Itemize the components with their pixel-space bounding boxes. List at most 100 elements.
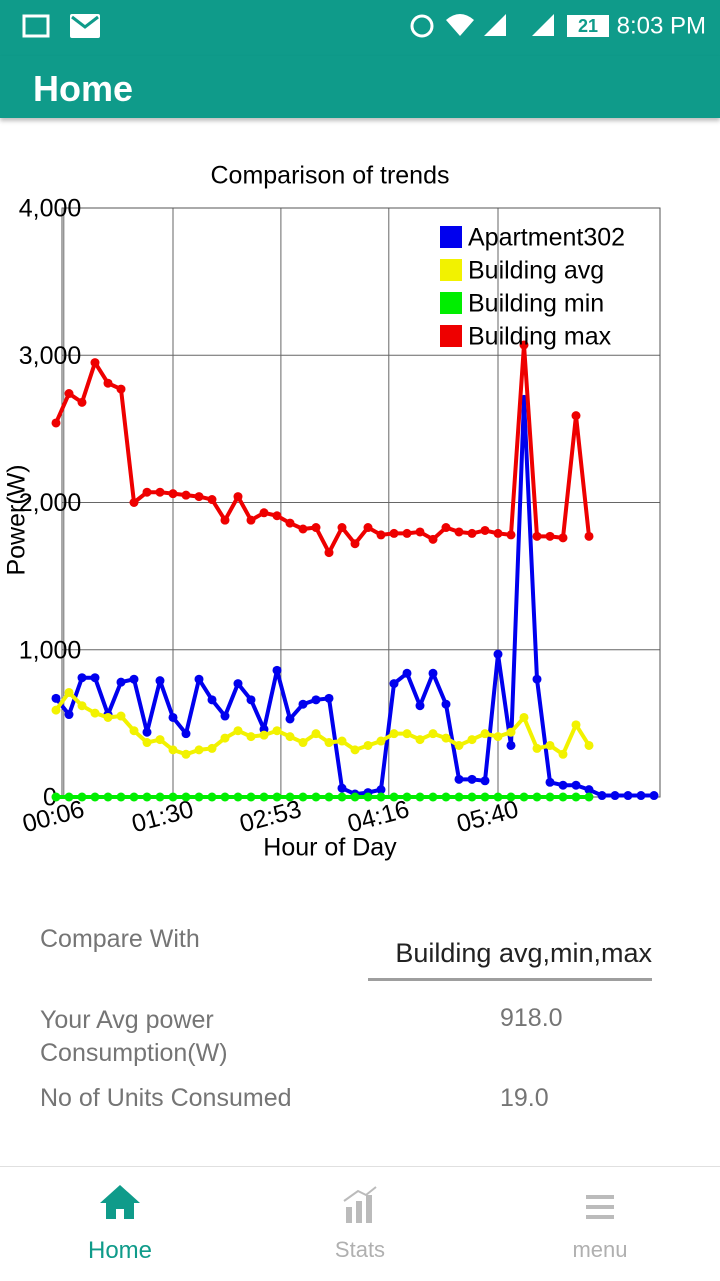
y-axis-label: Power(W) xyxy=(3,464,31,575)
chart-title: Comparison of trends xyxy=(210,162,449,190)
nav-menu[interactable]: menu xyxy=(480,1167,720,1281)
series-line xyxy=(54,342,591,555)
data-point xyxy=(584,740,594,750)
data-point xyxy=(311,695,321,705)
data-point xyxy=(285,714,295,724)
data-point xyxy=(402,792,412,802)
data-point xyxy=(259,508,269,518)
app-title: Home xyxy=(33,68,134,109)
data-point xyxy=(376,736,386,746)
data-point xyxy=(259,792,269,802)
data-point xyxy=(454,740,464,750)
legend-label: Building avg xyxy=(468,257,604,285)
data-point xyxy=(506,792,516,802)
data-point xyxy=(207,495,217,505)
data-point xyxy=(558,749,568,759)
data-point xyxy=(376,530,386,540)
data-point xyxy=(584,531,594,541)
data-point xyxy=(233,726,243,736)
data-point xyxy=(181,490,191,500)
data-point xyxy=(311,729,321,739)
alarm-icon xyxy=(410,14,434,38)
data-point xyxy=(571,720,581,730)
data-point xyxy=(389,792,399,802)
data-point xyxy=(402,668,412,678)
data-point xyxy=(311,523,321,533)
menu-icon xyxy=(586,1195,614,1219)
home-icon xyxy=(100,1185,140,1219)
nav-home[interactable]: Home xyxy=(0,1167,240,1281)
data-point xyxy=(77,792,87,802)
data-point xyxy=(116,677,126,687)
data-point xyxy=(220,711,230,721)
mail-flap xyxy=(71,15,99,29)
x-tick-label: 02:53 xyxy=(237,795,305,838)
data-point xyxy=(116,792,126,802)
y-tick-label: 3,000 xyxy=(19,342,82,370)
data-point xyxy=(285,518,295,528)
compare-dropdown[interactable]: Building avg,min,max xyxy=(368,938,652,981)
units-label: No of Units Consumed xyxy=(40,1084,292,1112)
data-point xyxy=(558,780,568,790)
data-point xyxy=(428,668,438,678)
data-point xyxy=(194,674,204,684)
data-point xyxy=(480,776,490,786)
data-point xyxy=(51,418,61,428)
data-point xyxy=(90,792,100,802)
data-point xyxy=(532,531,542,541)
data-point xyxy=(480,729,490,739)
data-point xyxy=(454,527,464,537)
data-point xyxy=(272,792,282,802)
nav-home-label: Home xyxy=(87,1237,153,1264)
data-point xyxy=(441,523,451,533)
wifi-icon xyxy=(446,14,474,36)
data-point xyxy=(168,745,178,755)
signal-icon-2 xyxy=(532,14,554,36)
data-point xyxy=(467,792,477,802)
data-point xyxy=(324,792,334,802)
legend-swatch xyxy=(440,259,462,281)
avg-label: Your Avg power Consumption(W) xyxy=(40,1006,228,1067)
data-point xyxy=(324,548,334,558)
data-point xyxy=(142,792,152,802)
data-point xyxy=(467,528,477,538)
data-point xyxy=(532,674,542,684)
signal-icon xyxy=(484,14,506,36)
data-point xyxy=(194,745,204,755)
status-icons: 21 8:03 PM xyxy=(22,12,706,39)
data-point xyxy=(194,492,204,502)
data-point xyxy=(51,792,61,802)
data-point xyxy=(90,673,100,683)
data-point xyxy=(129,792,139,802)
data-point xyxy=(272,726,282,736)
avg-value: 918.0 xyxy=(500,1004,563,1032)
data-point xyxy=(233,679,243,689)
data-point xyxy=(454,792,464,802)
data-point xyxy=(506,530,516,540)
data-point xyxy=(103,378,113,388)
data-point xyxy=(246,695,256,705)
data-point xyxy=(545,777,555,787)
data-point xyxy=(77,673,87,683)
data-point xyxy=(337,792,347,802)
nav-stats-label: Stats xyxy=(334,1237,386,1262)
nav-stats[interactable]: Stats xyxy=(240,1167,480,1281)
data-point xyxy=(402,729,412,739)
data-point xyxy=(545,531,555,541)
data-point xyxy=(181,729,191,739)
data-point xyxy=(389,729,399,739)
y-tick-label: 0 xyxy=(43,784,57,812)
data-point xyxy=(519,792,529,802)
data-point xyxy=(324,738,334,748)
data-point xyxy=(571,411,581,421)
data-point xyxy=(506,740,516,750)
data-point xyxy=(272,511,282,521)
data-point xyxy=(103,792,113,802)
data-point xyxy=(129,726,139,736)
data-point xyxy=(298,524,308,534)
data-point xyxy=(597,791,607,801)
data-point xyxy=(90,708,100,718)
data-point xyxy=(285,732,295,742)
data-point xyxy=(350,539,360,549)
data-point xyxy=(155,487,165,497)
